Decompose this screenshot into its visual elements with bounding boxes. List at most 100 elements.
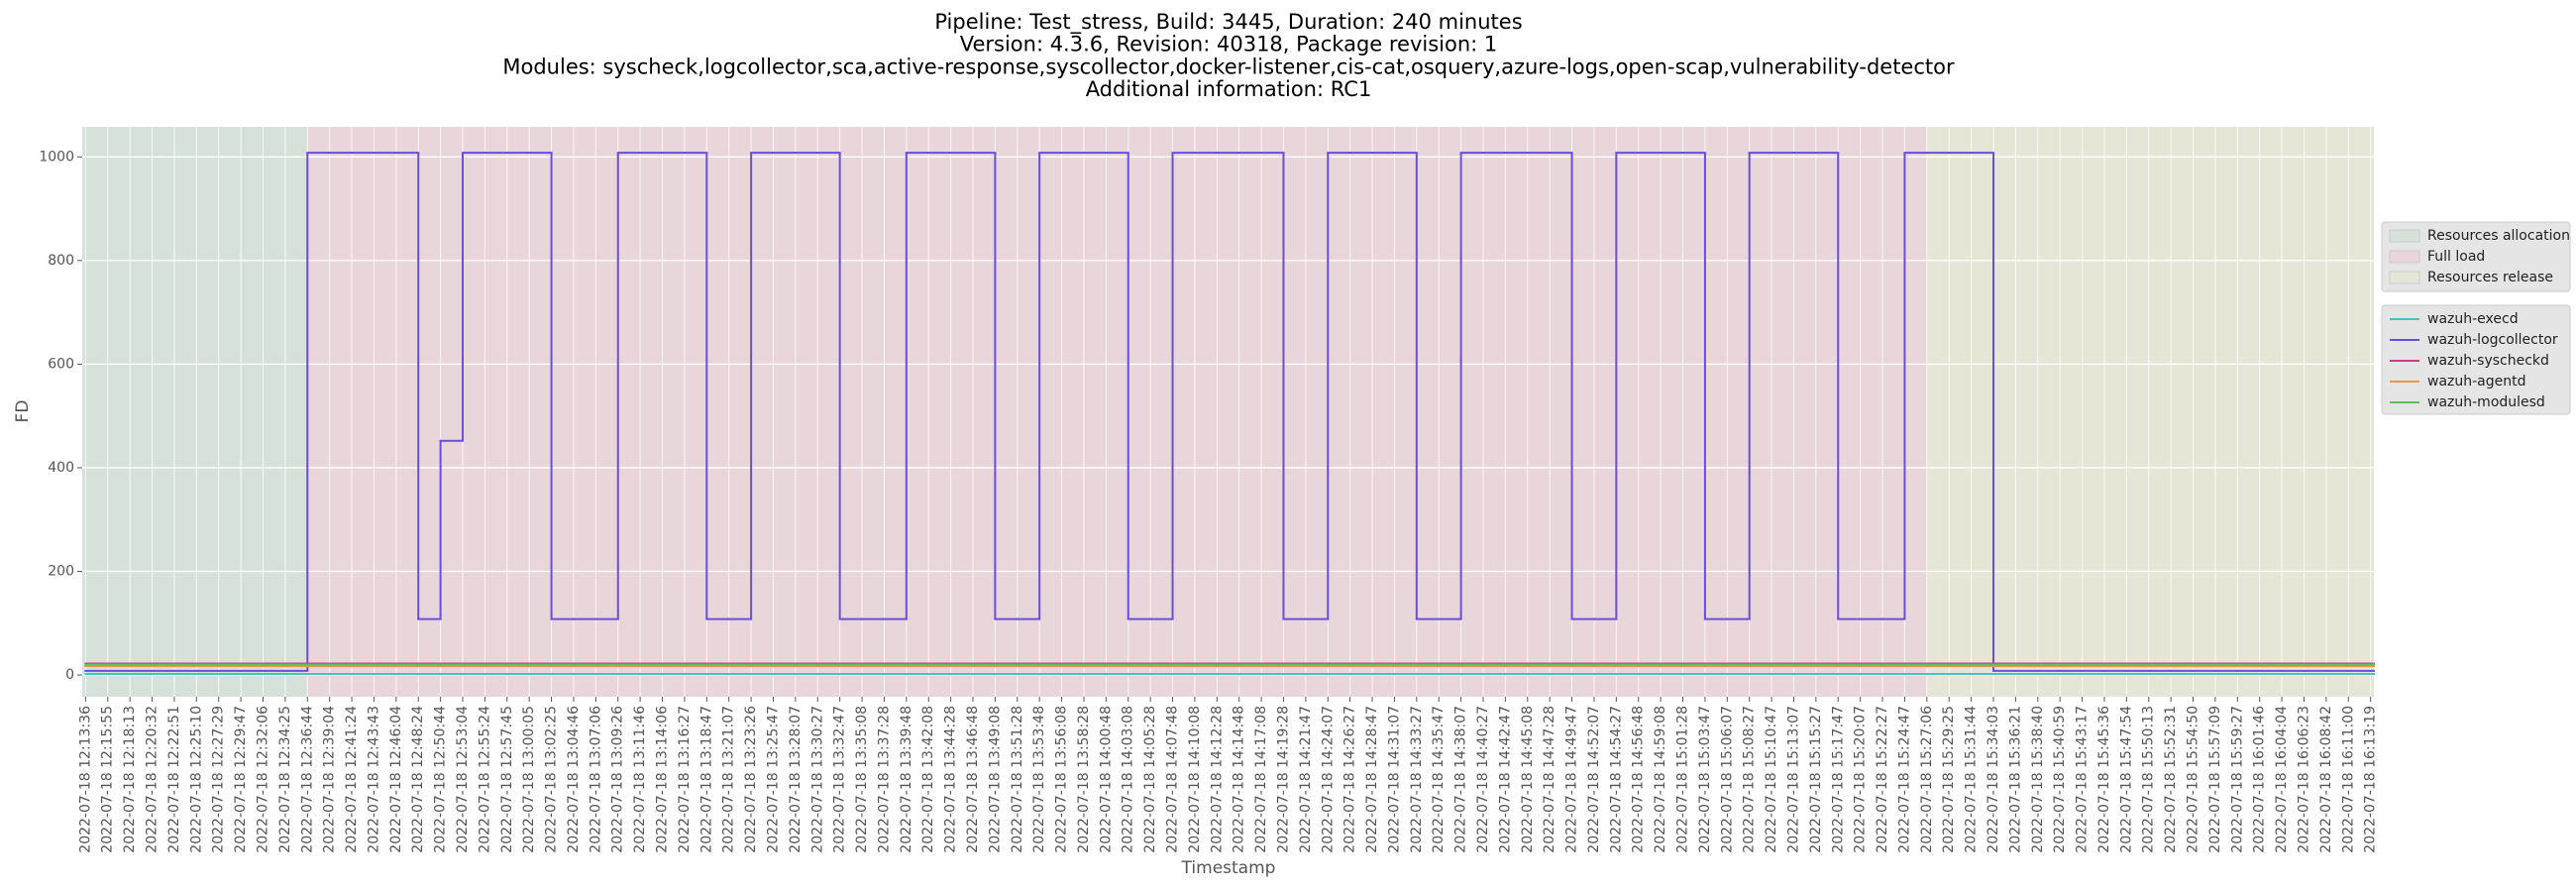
x-tick-label: 2022-07-18 15:54:50: [2186, 706, 2201, 853]
x-tick-label: 2022-07-18 14:03:08: [1121, 706, 1136, 853]
x-tick-label: 2022-07-18 15:45:36: [2096, 706, 2112, 853]
x-tick-label: 2022-07-18 13:42:08: [920, 706, 936, 853]
x-tick-label: 2022-07-18 12:15:55: [100, 706, 116, 853]
x-tick-label: 2022-07-18 14:54:27: [1608, 706, 1624, 853]
x-tick-label: 2022-07-18 12:27:29: [211, 706, 227, 853]
phase-span: [1926, 127, 2374, 697]
chart-title: Version: 4.3.6, Revision: 40318, Package…: [960, 33, 1498, 56]
x-tick-label: 2022-07-18 14:28:47: [1364, 706, 1380, 853]
x-tick-label: 2022-07-18 15:59:27: [2229, 706, 2245, 853]
x-tick-label: 2022-07-18 14:19:28: [1275, 706, 1291, 853]
y-tick-label: 400: [48, 460, 74, 476]
legend-label: wazuh-execd: [2427, 311, 2519, 327]
x-tick-label: 2022-07-18 14:05:28: [1142, 706, 1158, 853]
x-tick-label: 2022-07-18 15:29:25: [1941, 706, 1957, 853]
x-tick-label: 2022-07-18 13:02:25: [544, 706, 560, 853]
x-tick-label: 2022-07-18 15:10:47: [1764, 706, 1779, 853]
x-tick-label: 2022-07-18 12:53:04: [455, 706, 471, 853]
y-tick-label: 800: [48, 253, 74, 269]
x-tick-label: 2022-07-18 14:07:48: [1165, 706, 1181, 853]
x-tick-label: 2022-07-18 14:49:47: [1564, 706, 1580, 853]
x-tick-label: 2022-07-18 13:09:26: [610, 706, 626, 853]
x-tick-label: 2022-07-18 12:22:51: [166, 706, 182, 853]
legend-label: wazuh-agentd: [2427, 374, 2526, 390]
x-tick-label: 2022-07-18 15:13:07: [1785, 706, 1801, 853]
x-tick-label: 2022-07-18 13:32:47: [832, 706, 848, 853]
x-tick-label: 2022-07-18 15:06:07: [1719, 706, 1735, 853]
x-tick-label: 2022-07-18 15:57:09: [2207, 706, 2223, 853]
x-tick-label: 2022-07-18 14:00:48: [1098, 706, 1114, 853]
x-tick-label: 2022-07-18 16:04:04: [2274, 706, 2290, 853]
x-tick-label: 2022-07-18 14:12:28: [1209, 706, 1225, 853]
x-tick-label: 2022-07-18 14:35:47: [1431, 706, 1447, 853]
legend-swatch: [2389, 229, 2420, 243]
x-tick-label: 2022-07-18 12:43:43: [366, 706, 381, 853]
x-tick-label: 2022-07-18 12:32:06: [255, 706, 270, 853]
chart-title: Additional information: RC1: [1086, 77, 1372, 101]
x-tick-label: 2022-07-18 13:39:48: [899, 706, 914, 853]
legend-label: wazuh-logcollector: [2427, 332, 2558, 348]
x-tick-label: 2022-07-18 15:34:03: [1986, 706, 2001, 853]
x-tick-label: 2022-07-18 13:56:08: [1054, 706, 1070, 853]
x-tick-label: 2022-07-18 12:36:44: [299, 706, 315, 853]
x-tick-label: 2022-07-18 13:25:47: [765, 706, 781, 853]
x-tick-label: 2022-07-18 13:00:05: [521, 706, 537, 853]
x-tick-label: 2022-07-18 16:11:00: [2340, 706, 2356, 853]
legend-swatch: [2389, 250, 2420, 264]
x-tick-label: 2022-07-18 14:33:27: [1409, 706, 1425, 853]
y-tick-label: 600: [48, 356, 74, 372]
legend-swatch: [2389, 271, 2420, 284]
x-tick-label: 2022-07-18 15:52:31: [2163, 706, 2179, 853]
x-tick-label: 2022-07-18 14:52:07: [1586, 706, 1602, 853]
chart-title: Modules: syscheck,logcollector,sca,activ…: [502, 55, 1955, 78]
phase-span: [307, 127, 1927, 697]
x-tick-label: 2022-07-18 13:18:47: [698, 706, 714, 853]
y-axis-label: FD: [13, 400, 33, 423]
x-tick-label: 2022-07-18 15:38:40: [2030, 706, 2046, 853]
x-tick-label: 2022-07-18 14:38:07: [1453, 706, 1469, 853]
x-tick-label: 2022-07-18 12:13:36: [77, 706, 93, 853]
x-tick-label: 2022-07-18 12:48:24: [410, 706, 426, 853]
x-tick-label: 2022-07-18 15:01:28: [1675, 706, 1691, 853]
x-tick-label: 2022-07-18 15:50:13: [2141, 706, 2157, 853]
x-tick-label: 2022-07-18 13:16:27: [677, 706, 693, 853]
x-tick-label: 2022-07-18 15:22:27: [1875, 706, 1890, 853]
legend-label: Resources release: [2427, 270, 2553, 285]
x-tick-label: 2022-07-18 15:27:06: [1919, 706, 1935, 853]
x-tick-label: 2022-07-18 12:41:24: [344, 706, 360, 853]
x-tick-label: 2022-07-18 12:29:47: [233, 706, 249, 853]
x-tick-label: 2022-07-18 15:03:47: [1697, 706, 1713, 853]
x-tick-label: 2022-07-18 13:14:06: [655, 706, 671, 853]
legend-label: wazuh-modulesd: [2427, 394, 2545, 410]
x-tick-label: 2022-07-18 12:55:24: [477, 706, 492, 853]
x-tick-label: 2022-07-18 15:24:47: [1896, 706, 1912, 853]
x-tick-label: 2022-07-18 12:34:25: [277, 706, 293, 853]
x-tick-label: 2022-07-18 13:04:46: [566, 706, 582, 853]
x-tick-label: 2022-07-18 14:14:48: [1232, 706, 1247, 853]
x-tick-label: 2022-07-18 12:25:10: [188, 706, 204, 853]
x-tick-label: 2022-07-18 14:31:07: [1386, 706, 1402, 853]
x-tick-label: 2022-07-18 14:17:08: [1253, 706, 1269, 853]
x-tick-label: 2022-07-18 15:43:17: [2075, 706, 2091, 853]
x-tick-label: 2022-07-18 12:57:45: [499, 706, 515, 853]
x-tick-label: 2022-07-18 16:06:23: [2296, 706, 2311, 853]
x-tick-label: 2022-07-18 13:35:08: [854, 706, 870, 853]
x-tick-label: 2022-07-18 15:47:54: [2118, 706, 2134, 853]
x-tick-label: 2022-07-18 14:47:28: [1542, 706, 1557, 853]
x-tick-label: 2022-07-18 12:39:04: [322, 706, 338, 853]
x-tick-label: 2022-07-18 14:45:08: [1520, 706, 1536, 853]
x-tick-label: 2022-07-18 14:10:08: [1187, 706, 1203, 853]
x-tick-label: 2022-07-18 14:56:48: [1631, 706, 1647, 853]
x-tick-label: 2022-07-18 15:15:27: [1808, 706, 1824, 853]
x-tick-label: 2022-07-18 13:53:48: [1031, 706, 1047, 853]
x-tick-label: 2022-07-18 14:59:08: [1653, 706, 1668, 853]
x-tick-label: 2022-07-18 14:42:47: [1497, 706, 1513, 853]
legend-box: [2381, 221, 2571, 292]
chart-title: Pipeline: Test_stress, Build: 3445, Dura…: [934, 10, 1522, 35]
x-tick-label: 2022-07-18 13:30:27: [809, 706, 825, 853]
x-axis-label: Timestamp: [1181, 858, 1276, 878]
x-tick-label: 2022-07-18 14:26:27: [1342, 706, 1358, 853]
x-tick-label: 2022-07-18 13:21:07: [721, 706, 737, 853]
series-riser: [306, 153, 1994, 671]
